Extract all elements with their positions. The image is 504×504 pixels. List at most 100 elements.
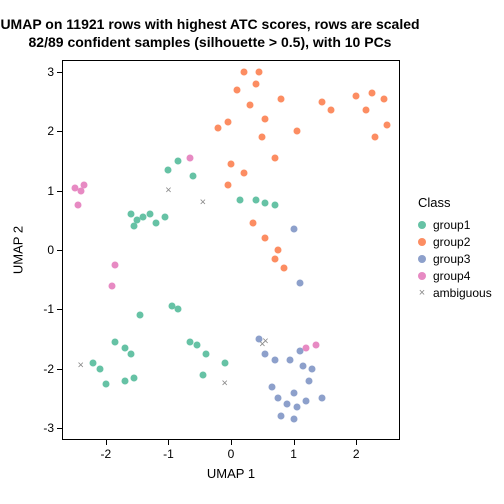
point-group3 <box>290 416 297 423</box>
point-group4 <box>303 344 310 351</box>
x-tick-label: 0 <box>228 447 235 461</box>
point-group3 <box>290 389 297 396</box>
y-tick <box>57 428 62 429</box>
point-group4 <box>112 261 119 268</box>
point-group1 <box>130 374 137 381</box>
point-group2 <box>362 107 369 114</box>
point-group1 <box>237 196 244 203</box>
point-group2 <box>278 95 285 102</box>
legend-label: group2 <box>433 235 470 249</box>
chart-title-line2: 82/89 confident samples (silhouette > 0.… <box>0 34 420 51</box>
legend-swatch <box>418 255 426 263</box>
x-tick-label: -1 <box>163 447 174 461</box>
point-group3 <box>293 404 300 411</box>
point-group2 <box>368 89 375 96</box>
plot-area <box>62 60 400 440</box>
point-group1 <box>146 211 153 218</box>
y-tick <box>57 309 62 310</box>
point-group1 <box>253 196 260 203</box>
x-tick-label: 2 <box>353 447 360 461</box>
x-tick <box>231 440 232 445</box>
point-group3 <box>278 413 285 420</box>
point-group3 <box>299 362 306 369</box>
point-group3 <box>274 395 281 402</box>
legend-swatch-cross: × <box>418 287 426 299</box>
legend-label: group4 <box>433 269 470 283</box>
point-group4 <box>74 202 81 209</box>
point-group3 <box>318 395 325 402</box>
point-group4 <box>109 282 116 289</box>
legend-swatch <box>418 221 426 229</box>
legend: Class group1group2group3group4×ambiguous <box>418 195 492 301</box>
legend-item-group1: group1 <box>418 216 492 233</box>
point-group1 <box>102 380 109 387</box>
y-tick-label: 3 <box>38 65 54 79</box>
point-group3 <box>309 365 316 372</box>
legend-item-group4: group4 <box>418 267 492 284</box>
x-tick <box>294 440 295 445</box>
point-group1 <box>162 214 169 221</box>
point-group2 <box>228 160 235 167</box>
point-group2 <box>371 134 378 141</box>
point-group3 <box>296 279 303 286</box>
point-group1 <box>174 306 181 313</box>
x-tick-label: 1 <box>290 447 297 461</box>
point-group1 <box>112 339 119 346</box>
legend-item-group2: group2 <box>418 233 492 250</box>
point-group2 <box>234 86 241 93</box>
point-group2 <box>256 68 263 75</box>
point-group2 <box>224 181 231 188</box>
point-group1 <box>165 166 172 173</box>
point-group2 <box>249 220 256 227</box>
point-group1 <box>152 220 159 227</box>
point-group2 <box>293 128 300 135</box>
point-group1 <box>193 342 200 349</box>
y-tick-label: -3 <box>38 421 54 435</box>
point-group2 <box>318 98 325 105</box>
point-group2 <box>224 119 231 126</box>
point-group3 <box>303 398 310 405</box>
legend-title: Class <box>418 195 492 210</box>
point-group4 <box>80 181 87 188</box>
point-ambiguous: × <box>222 378 228 389</box>
point-group2 <box>240 68 247 75</box>
point-group1 <box>271 202 278 209</box>
x-tick-label: -2 <box>100 447 111 461</box>
legend-item-group3: group3 <box>418 250 492 267</box>
point-group1 <box>221 359 228 366</box>
point-group2 <box>281 264 288 271</box>
y-tick <box>57 72 62 73</box>
point-group2 <box>240 169 247 176</box>
y-tick-label: 2 <box>38 124 54 138</box>
point-group4 <box>312 342 319 349</box>
y-tick-label: -2 <box>38 362 54 376</box>
point-group2 <box>246 101 253 108</box>
point-group3 <box>262 350 269 357</box>
x-axis-label: UMAP 1 <box>207 466 255 481</box>
point-group2 <box>384 122 391 129</box>
y-axis-label: UMAP 2 <box>11 226 26 274</box>
point-group1 <box>190 172 197 179</box>
point-group1 <box>121 344 128 351</box>
point-group2 <box>262 235 269 242</box>
point-group3 <box>306 377 313 384</box>
point-group2 <box>271 154 278 161</box>
point-group2 <box>274 247 281 254</box>
y-tick-label: 0 <box>38 243 54 257</box>
point-group2 <box>253 80 260 87</box>
point-group3 <box>268 383 275 390</box>
y-tick-label: -1 <box>38 302 54 316</box>
point-group2 <box>353 92 360 99</box>
y-tick <box>57 250 62 251</box>
point-ambiguous: × <box>165 185 171 196</box>
legend-swatch <box>418 238 426 246</box>
point-group4 <box>187 154 194 161</box>
point-group3 <box>271 356 278 363</box>
point-group1 <box>121 377 128 384</box>
point-group1 <box>202 350 209 357</box>
point-group1 <box>137 312 144 319</box>
point-group2 <box>262 116 269 123</box>
point-group2 <box>215 125 222 132</box>
chart-title-line1: UMAP on 11921 rows with highest ATC scor… <box>0 16 420 33</box>
point-group2 <box>381 95 388 102</box>
